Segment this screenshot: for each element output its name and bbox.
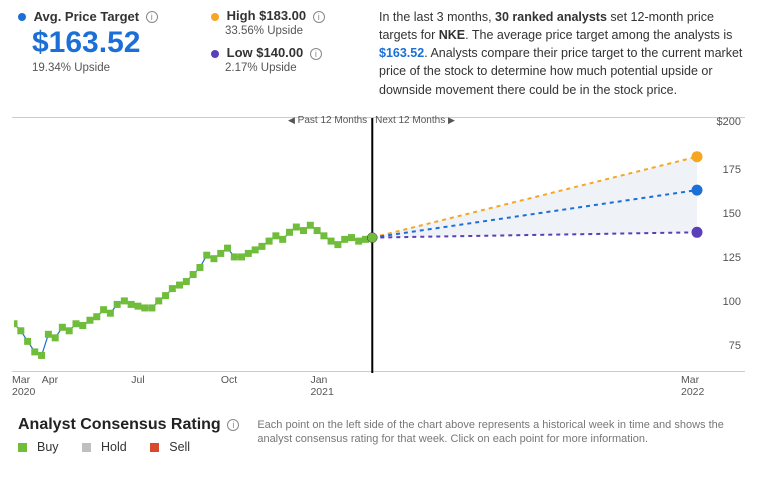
consensus-title: Analyst Consensus Rating (18, 416, 221, 433)
info-icon[interactable]: i (227, 419, 239, 431)
low-label: Low (227, 45, 253, 60)
avg-label: Avg. Price Target (34, 9, 139, 24)
summary-text: In the last 3 months, 30 ranked analysts… (379, 8, 745, 99)
low-dot (211, 50, 219, 58)
low-upside: 2.17% Upside (225, 62, 361, 74)
info-icon[interactable]: i (310, 48, 322, 60)
consensus-desc: Each point on the left side of the chart… (257, 416, 743, 448)
x-axis: Mar2020AprJulOctJan2021Mar2022 (14, 372, 703, 406)
high-label: High (227, 8, 256, 23)
low-value: $140.00 (256, 45, 303, 60)
avg-upside: 19.34% Upside (32, 62, 193, 74)
avg-price: $163.52 (32, 26, 193, 60)
past-label: ◀ Past 12 Months (12, 115, 371, 126)
high-dot (211, 13, 219, 21)
y-axis: 75100125150175$200 (707, 118, 745, 371)
chart-plot[interactable] (14, 118, 703, 371)
info-icon[interactable]: i (313, 11, 325, 23)
avg-dot (18, 13, 26, 21)
consensus-legend: Buy Hold Sell (18, 440, 239, 454)
high-value: $183.00 (259, 8, 306, 23)
info-icon[interactable]: i (146, 11, 158, 23)
high-upside: 33.56% Upside (225, 25, 361, 37)
next-label: Next 12 Months ▶ (371, 115, 703, 126)
